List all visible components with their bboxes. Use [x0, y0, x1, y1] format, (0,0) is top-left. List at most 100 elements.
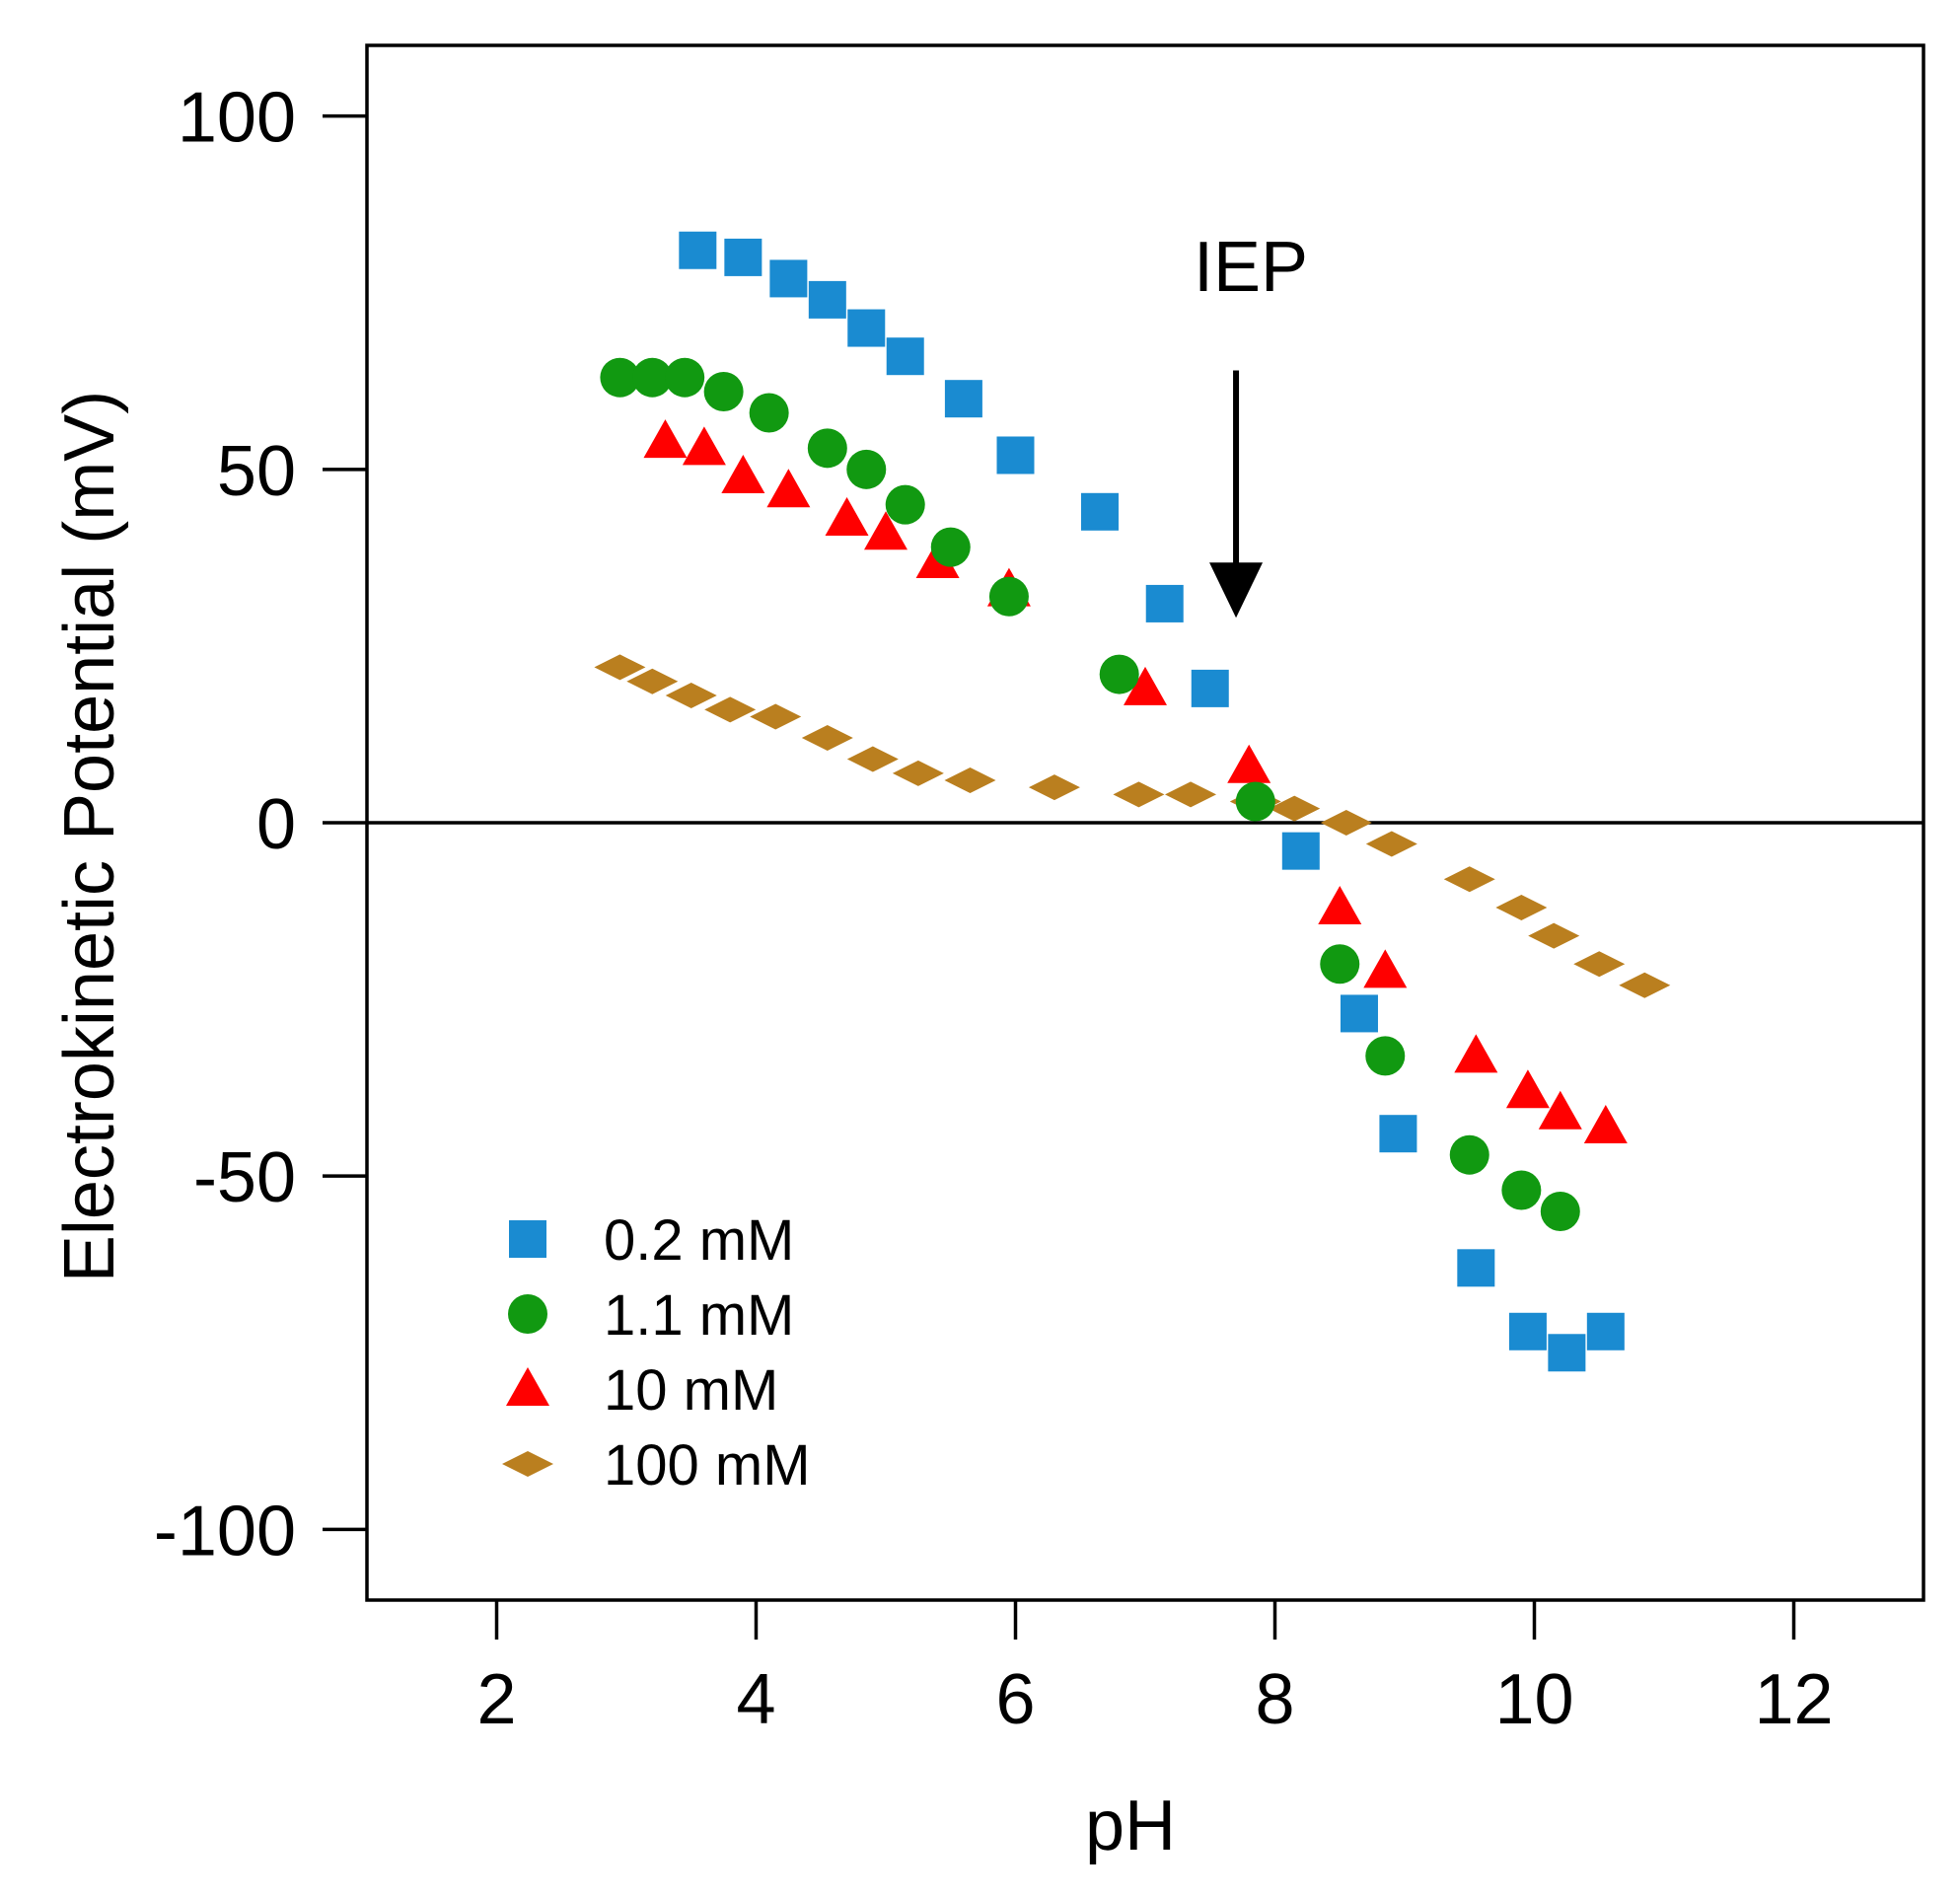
data-point: [1505, 1069, 1550, 1109]
data-point: [1320, 810, 1372, 836]
data-point: [1501, 1170, 1542, 1210]
data-point: [1379, 1115, 1417, 1153]
legend: 0.2 mM 1.1 mM 10 mM 100 mM: [502, 1208, 811, 1497]
data-point: [885, 484, 925, 525]
data-point: [846, 746, 899, 772]
data-point: [1454, 1034, 1498, 1073]
data-point: [1318, 885, 1362, 924]
data-point: [1586, 1312, 1625, 1350]
series-100-mm: [594, 654, 1671, 998]
data-point: [807, 428, 847, 469]
data-point: [600, 357, 640, 398]
y-tick-label: -50: [193, 1138, 296, 1217]
data-point: [1365, 1036, 1406, 1076]
y-tick-label: 0: [256, 785, 296, 864]
data-point: [682, 426, 726, 466]
x-axis-title: pH: [1085, 1787, 1176, 1865]
series-10-mm: [643, 419, 1628, 1144]
data-point: [1099, 654, 1139, 694]
data-point: [1165, 781, 1217, 808]
data-point: [864, 511, 907, 550]
series-1-1-mm: [600, 357, 1580, 1231]
data-point: [808, 280, 846, 319]
data-point: [1508, 1312, 1547, 1350]
legend-marker: [508, 1294, 547, 1334]
data-point: [1281, 832, 1320, 870]
legend-label: 10 mM: [604, 1358, 778, 1423]
data-point: [1363, 949, 1408, 988]
legend-marker: [506, 1367, 549, 1406]
data-point: [1320, 944, 1360, 985]
data-point: [1124, 666, 1167, 705]
data-point: [769, 259, 808, 298]
data-point: [944, 767, 996, 794]
data-point: [724, 238, 762, 276]
data-point: [1443, 866, 1495, 893]
iep-label: IEP: [1194, 228, 1308, 307]
legend-label: 0.2 mM: [604, 1208, 794, 1273]
data-point: [1145, 584, 1184, 622]
y-tick-label: -100: [154, 1492, 296, 1570]
data-point: [626, 668, 679, 694]
x-tick-label: 10: [1494, 1660, 1573, 1739]
data-point: [679, 231, 717, 269]
data-point: [1080, 492, 1119, 531]
data-point: [1540, 1192, 1580, 1231]
data-point: [594, 654, 646, 681]
data-point: [1340, 994, 1378, 1033]
data-point: [632, 357, 673, 398]
x-tick-label: 8: [1255, 1660, 1294, 1739]
data-point: [766, 469, 811, 508]
data-point: [1028, 774, 1080, 801]
data-point: [886, 337, 924, 376]
data-point: [1619, 972, 1671, 998]
data-point: [1191, 669, 1229, 707]
legend-marker: [509, 1220, 546, 1258]
data-point: [930, 527, 971, 567]
legend-label: 100 mM: [604, 1433, 811, 1497]
data-point: [1457, 1249, 1495, 1287]
data-point: [1528, 922, 1580, 949]
data-point: [847, 309, 886, 347]
data-point: [892, 760, 944, 786]
legend-marker: [502, 1451, 553, 1477]
data-points: [594, 231, 1671, 1372]
y-tick-label: 100: [178, 79, 296, 158]
data-point: [1548, 1334, 1586, 1372]
data-point: [996, 436, 1035, 474]
x-tick-label: 6: [995, 1660, 1035, 1739]
data-point: [801, 725, 853, 752]
data-point: [1365, 831, 1417, 857]
data-point: [750, 703, 802, 730]
x-tick-label: 4: [736, 1660, 775, 1739]
data-point: [721, 454, 765, 493]
data-point: [665, 357, 705, 398]
data-point: [825, 496, 869, 536]
data-point: [1269, 795, 1321, 822]
y-axis-title: Electrokinetic Potential (mV): [50, 391, 129, 1282]
data-point: [643, 419, 688, 459]
data-point: [1495, 894, 1548, 920]
data-point: [1538, 1090, 1582, 1130]
data-point: [988, 576, 1029, 617]
x-tick-label: 2: [476, 1660, 516, 1739]
data-point: [1235, 781, 1275, 822]
data-point: [1227, 744, 1271, 783]
iep-annotation: IEP: [1194, 228, 1308, 619]
x-axis: 2 4 6 8 10 12: [476, 1600, 1834, 1739]
data-point: [846, 449, 887, 489]
data-point: [703, 372, 744, 412]
data-point: [1573, 951, 1626, 978]
data-point: [1113, 781, 1165, 808]
data-point: [665, 683, 717, 709]
data-point: [749, 393, 789, 433]
iep-arrow-head: [1209, 562, 1264, 619]
series-0-2-mm: [679, 231, 1625, 1372]
x-tick-label: 12: [1754, 1660, 1833, 1739]
y-axis: 100 50 0 -50 -100: [154, 79, 367, 1570]
data-point: [704, 696, 757, 723]
data-point: [1449, 1134, 1489, 1175]
y-tick-label: 50: [217, 432, 296, 511]
data-point: [1583, 1105, 1628, 1144]
